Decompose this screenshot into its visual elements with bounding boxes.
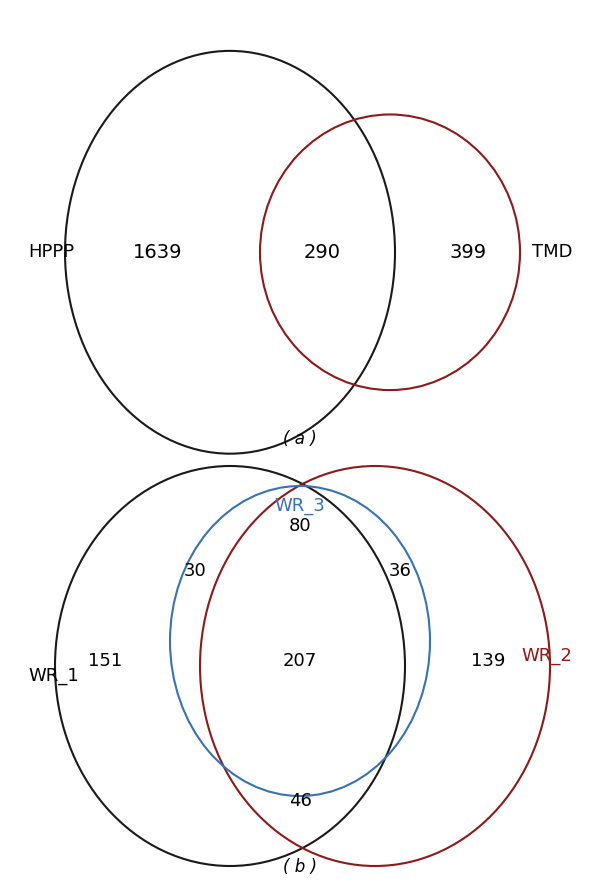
- Text: 399: 399: [449, 243, 487, 262]
- Text: 151: 151: [88, 652, 122, 670]
- Text: ( b ): ( b ): [283, 858, 317, 876]
- Text: HPPP: HPPP: [28, 244, 74, 262]
- Text: 30: 30: [184, 562, 206, 580]
- Text: 139: 139: [471, 652, 505, 670]
- Text: ( a ): ( a ): [283, 430, 317, 448]
- Text: 1639: 1639: [133, 243, 183, 262]
- Text: TMD: TMD: [532, 244, 572, 262]
- Text: WR_2: WR_2: [521, 647, 572, 665]
- Text: WR_3: WR_3: [275, 497, 325, 515]
- Text: 46: 46: [289, 792, 311, 810]
- Text: 80: 80: [289, 517, 311, 535]
- Text: 36: 36: [389, 562, 412, 580]
- Text: WR_1: WR_1: [28, 667, 79, 685]
- Text: 290: 290: [304, 243, 341, 262]
- Text: 207: 207: [283, 652, 317, 670]
